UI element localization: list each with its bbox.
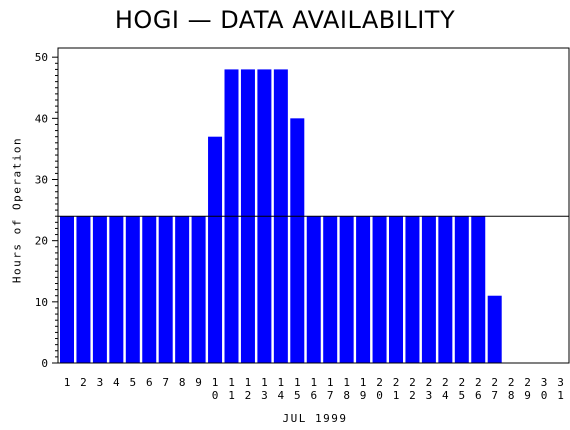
plot-frame	[57, 47, 570, 364]
bar-16	[306, 216, 321, 363]
bar-15	[290, 118, 305, 363]
x-tick-label: 7	[491, 389, 498, 402]
bar-10	[208, 136, 223, 363]
x-tick-label: 2	[524, 376, 531, 389]
bar-17	[323, 216, 338, 363]
bar-2	[76, 216, 91, 363]
x-tick-label: 3	[557, 376, 564, 389]
x-tick-label: 2	[80, 376, 87, 389]
x-tick-label: 9	[360, 389, 367, 402]
x-tick-label: 2	[393, 376, 400, 389]
bars-group	[60, 69, 502, 363]
x-tick-label: 8	[343, 389, 350, 402]
x-tick-label: 4	[442, 389, 449, 402]
y-tick-label: 10	[35, 296, 48, 309]
bar-24	[438, 216, 453, 363]
x-tick-label: 1	[360, 376, 367, 389]
x-tick-label: 9	[195, 376, 202, 389]
x-tick-label: 1	[228, 376, 235, 389]
x-tick-label: 2	[245, 389, 252, 402]
x-tick-label: 2	[409, 389, 416, 402]
x-tick-label: 1	[64, 376, 71, 389]
x-tick-label: 7	[327, 389, 334, 402]
bar-20	[372, 216, 387, 363]
x-tick-label: 1	[294, 376, 301, 389]
y-tick-label: 20	[35, 235, 48, 248]
y-tick-label: 40	[35, 112, 48, 125]
x-tick-label: 3	[426, 389, 433, 402]
bar-27	[487, 295, 502, 363]
bar-8	[175, 216, 190, 363]
bar-22	[405, 216, 420, 363]
x-tick-label: 5	[129, 376, 136, 389]
x-tick-label: 6	[146, 376, 153, 389]
x-tick-label: 2	[442, 376, 449, 389]
x-tick-label: 1	[261, 376, 268, 389]
x-tick-label: 9	[524, 389, 531, 402]
bar-25	[454, 216, 469, 363]
x-axis: 1 2 3 4 5 6 7 8 9 1011121314151617181920212223242…	[64, 376, 564, 402]
x-tick-label: 6	[310, 389, 317, 402]
x-tick-label: 2	[475, 376, 482, 389]
x-tick-label: 2	[491, 376, 498, 389]
x-tick-label: 1	[557, 389, 564, 402]
x-tick-label: 8	[508, 389, 515, 402]
x-tick-label: 4	[278, 389, 285, 402]
x-tick-label: 5	[458, 389, 465, 402]
x-tick-label: 2	[426, 376, 433, 389]
y-tick-label: 0	[41, 357, 48, 370]
chart-title: HOGI — DATA AVAILABILITY	[114, 6, 456, 34]
bar-19	[356, 216, 371, 363]
x-tick-label: 7	[162, 376, 169, 389]
bar-6	[142, 216, 157, 363]
x-tick-label: 1	[393, 389, 400, 402]
x-tick-label: 1	[310, 376, 317, 389]
x-axis-label: JUL 1999	[282, 412, 348, 425]
x-tick-label: 6	[475, 389, 482, 402]
bar-3	[92, 216, 107, 363]
bar-7	[158, 216, 173, 363]
bar-18	[339, 216, 354, 363]
x-tick-label: 3	[97, 376, 104, 389]
x-tick-label: 1	[245, 376, 252, 389]
x-tick-label: 2	[376, 376, 383, 389]
bar-21	[389, 216, 403, 363]
x-tick-label: 1	[278, 376, 285, 389]
x-tick-label: 4	[113, 376, 120, 389]
bar-5	[125, 216, 140, 363]
bar-4	[109, 216, 124, 363]
x-tick-label: 1	[212, 376, 219, 389]
y-tick-label: 50	[35, 51, 48, 64]
x-tick-label: 2	[508, 376, 515, 389]
x-tick-label: 0	[376, 389, 383, 402]
y-axis: 0 10 20 30 40 50	[35, 51, 58, 370]
y-tick-label: 30	[35, 174, 48, 187]
x-tick-label: 0	[212, 389, 219, 402]
x-tick-label: 5	[294, 389, 301, 402]
x-tick-label: 1	[228, 389, 235, 402]
bar-1	[60, 216, 74, 363]
x-tick-label: 8	[179, 376, 186, 389]
x-tick-label: 3	[541, 376, 548, 389]
x-tick-label: 2	[458, 376, 465, 389]
bar-26	[471, 216, 486, 363]
x-tick-label: 3	[261, 389, 268, 402]
bar-23	[421, 216, 436, 363]
x-tick-label: 2	[409, 376, 416, 389]
bar-9	[191, 216, 206, 363]
x-tick-label: 1	[327, 376, 334, 389]
x-tick-label: 0	[541, 389, 548, 402]
x-tick-label: 1	[343, 376, 350, 389]
